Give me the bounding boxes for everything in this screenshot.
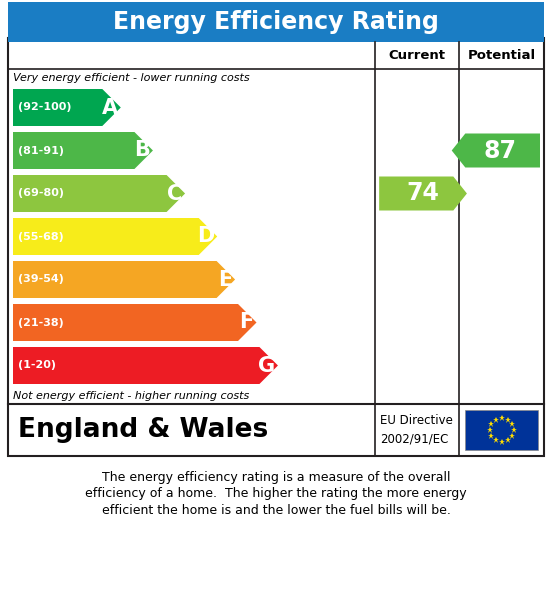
Polygon shape <box>13 261 235 298</box>
Text: Not energy efficient - higher running costs: Not energy efficient - higher running co… <box>13 391 250 401</box>
Text: Very energy efficient - lower running costs: Very energy efficient - lower running co… <box>13 73 250 83</box>
Polygon shape <box>452 134 540 167</box>
Text: Potential: Potential <box>468 49 536 62</box>
Text: F: F <box>239 313 253 332</box>
Text: (92-100): (92-100) <box>18 102 72 113</box>
Polygon shape <box>13 175 185 212</box>
Text: England & Wales: England & Wales <box>18 417 268 443</box>
Text: EU Directive
2002/91/EC: EU Directive 2002/91/EC <box>380 414 453 446</box>
Text: (21-38): (21-38) <box>18 318 63 327</box>
Text: efficient the home is and the lower the fuel bills will be.: efficient the home is and the lower the … <box>102 503 450 517</box>
Polygon shape <box>13 347 278 384</box>
Bar <box>8 2 544 42</box>
Text: (1-20): (1-20) <box>18 360 56 370</box>
Text: (81-91): (81-91) <box>18 145 64 156</box>
Text: 74: 74 <box>407 181 439 205</box>
Polygon shape <box>379 177 467 210</box>
Text: G: G <box>258 356 275 376</box>
Polygon shape <box>13 304 257 341</box>
Polygon shape <box>13 218 217 255</box>
Text: A: A <box>102 97 118 118</box>
Text: B: B <box>134 140 150 161</box>
Text: E: E <box>218 270 232 289</box>
Polygon shape <box>13 89 121 126</box>
Bar <box>465 410 538 450</box>
Text: C: C <box>167 183 182 204</box>
Text: 87: 87 <box>484 139 516 162</box>
Text: (69-80): (69-80) <box>18 189 64 199</box>
Bar <box>8 38 544 456</box>
Polygon shape <box>13 132 153 169</box>
Text: Current: Current <box>389 49 445 62</box>
Text: D: D <box>197 226 214 246</box>
Text: Energy Efficiency Rating: Energy Efficiency Rating <box>113 10 439 34</box>
Text: (55-68): (55-68) <box>18 232 63 242</box>
Text: efficiency of a home.  The higher the rating the more energy: efficiency of a home. The higher the rat… <box>85 487 467 500</box>
Text: The energy efficiency rating is a measure of the overall: The energy efficiency rating is a measur… <box>102 471 450 484</box>
Text: (39-54): (39-54) <box>18 275 64 284</box>
